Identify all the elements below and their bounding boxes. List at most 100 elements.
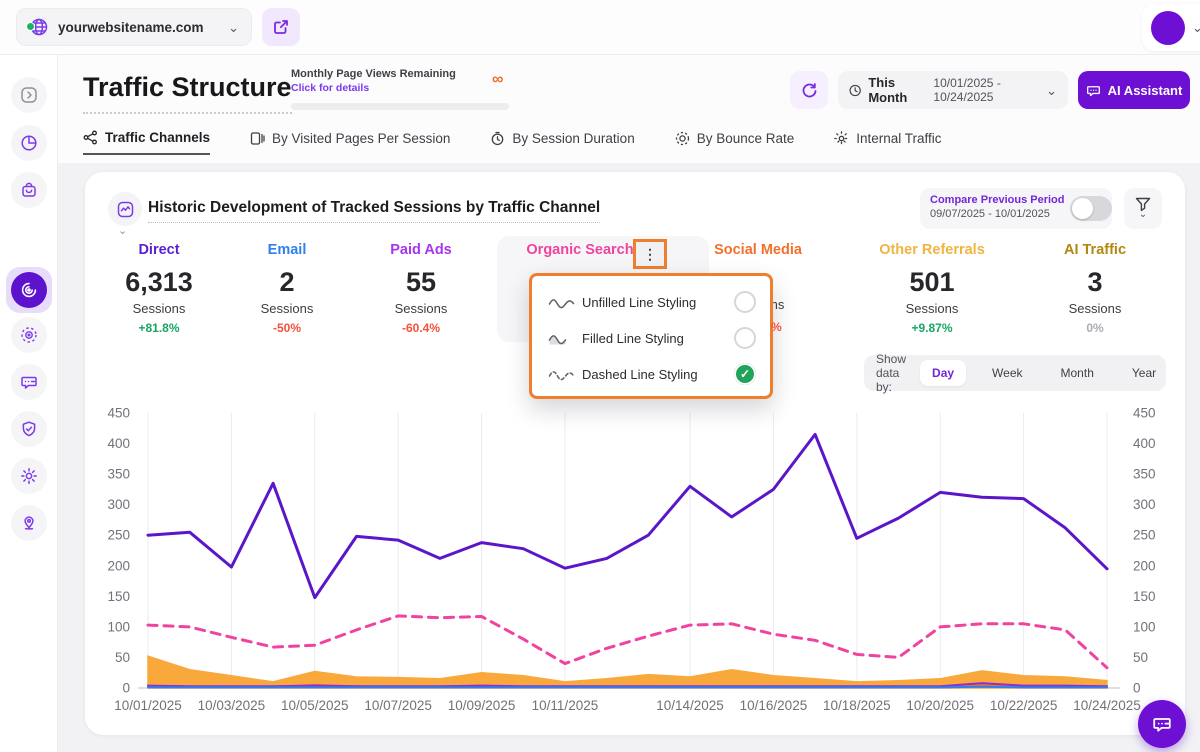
menu-item-dashed-line[interactable]: Dashed Line Styling ✓ (532, 356, 770, 392)
ai-assistant-button[interactable]: AI Assistant (1078, 71, 1190, 109)
traffic-chart-container[interactable]: 450 450 400 400 350 350 300 300 250 250 200 200 150 1… (90, 400, 1165, 720)
granularity-week[interactable]: Week (992, 366, 1023, 380)
gear-icon (21, 468, 37, 484)
shopping-bag-icon (22, 182, 36, 197)
filter-button[interactable]: ⌄ (1124, 188, 1162, 229)
refresh-button[interactable] (790, 71, 828, 109)
granularity-month[interactable]: Month (1060, 366, 1094, 380)
channel-change: % (771, 320, 782, 334)
channel-direct[interactable]: Direct 6,313 Sessions +81.8% (74, 242, 244, 335)
sidebar-item-security[interactable] (11, 411, 47, 447)
sidebar-collapse-button[interactable] (11, 77, 47, 113)
channel-organic-search[interactable]: Organic Search (495, 242, 665, 258)
menu-item-filled-line[interactable]: Filled Line Styling (532, 320, 770, 356)
granularity-year[interactable]: Year (1131, 366, 1157, 380)
channel-label: Email (267, 242, 307, 258)
focus-lens-icon (21, 327, 37, 343)
tab-visited-pages[interactable]: By Visited Pages Per Session (250, 131, 450, 154)
avatar (1151, 10, 1185, 45)
channel-sessions-value: 2 (279, 267, 295, 297)
channel-ai-traffic[interactable]: AI Traffic 3 Sessions 0% (1010, 242, 1180, 335)
granularity-day[interactable]: Day (920, 360, 967, 386)
tab-traffic-channels[interactable]: Traffic Channels (83, 130, 211, 155)
ai-chat-icon (1086, 85, 1100, 96)
sidebar-item-feedback[interactable] (11, 364, 47, 400)
svg-text:10/05/2025: 10/05/2025 (281, 698, 349, 713)
svg-text:350: 350 (107, 467, 130, 482)
status-dot (26, 22, 35, 31)
pages-icon (250, 131, 265, 145)
menu-item-label: Dashed Line Styling (582, 366, 698, 382)
channel-label: Paid Ads (390, 242, 452, 258)
tab-session-duration[interactable]: By Session Duration (490, 130, 635, 154)
sidebar-item-dashboard[interactable] (11, 125, 47, 161)
content-area: ⌄ Historic Development of Tracked Sessio… (58, 163, 1200, 752)
channel-sessions-unit: Sessions (260, 301, 314, 316)
dashed-line-icon (548, 367, 576, 381)
channel-label: Other Referrals (879, 242, 985, 258)
chart-type-button[interactable] (108, 192, 142, 226)
channel-other-referrals[interactable]: Other Referrals 501 Sessions +9.87% (847, 242, 1017, 335)
toggle-knob (1072, 198, 1093, 219)
channel-sessions-unit: Sessions (394, 301, 448, 316)
radar-icon (21, 282, 37, 298)
svg-text:50: 50 (115, 650, 130, 665)
bounce-target-icon (675, 131, 689, 145)
support-chat-button[interactable] (1138, 700, 1186, 748)
collapse-icon (21, 87, 37, 103)
channel-change: 0% (1086, 321, 1104, 335)
radio-unselected[interactable] (734, 327, 756, 349)
svg-text:200: 200 (107, 558, 130, 573)
svg-text:450: 450 (107, 406, 130, 421)
internal-traffic-icon (834, 130, 850, 146)
user-menu[interactable]: ⌄ (1142, 4, 1200, 51)
channel-sessions-unit: Sessions (132, 301, 186, 316)
tab-label: By Visited Pages Per Session (272, 130, 451, 146)
sidebar-item-store[interactable] (11, 172, 47, 208)
channel-sessions-value: 55 (405, 267, 437, 297)
radio-selected[interactable]: ✓ (734, 363, 756, 385)
sidebar-item-locations[interactable] (11, 505, 47, 541)
sidebar-item-recordings[interactable] (11, 317, 47, 353)
page-title: Traffic Structure (83, 72, 292, 114)
svg-text:10/16/2025: 10/16/2025 (740, 698, 808, 713)
unfilled-line-icon (548, 295, 576, 309)
svg-text:450: 450 (1133, 406, 1156, 421)
svg-text:150: 150 (107, 589, 130, 604)
show-data-by-control: Show data by: Day Week Month Year (864, 352, 1166, 394)
svg-text:100: 100 (1133, 619, 1156, 634)
svg-text:10/18/2025: 10/18/2025 (823, 698, 891, 713)
svg-text:10/01/2025: 10/01/2025 (114, 698, 182, 713)
svg-text:0: 0 (122, 681, 130, 696)
tab-bounce-rate[interactable]: By Bounce Rate (675, 131, 794, 154)
svg-text:10/24/2025: 10/24/2025 (1073, 698, 1141, 713)
organic-search-kebab-button[interactable]: ⋮ (633, 239, 667, 269)
svg-text:10/07/2025: 10/07/2025 (364, 698, 432, 713)
compare-toggle[interactable] (1070, 196, 1112, 221)
channel-change: -50% (272, 321, 301, 335)
svg-text:250: 250 (107, 528, 130, 543)
date-range-selector[interactable]: This Month 10/01/2025 - 10/24/2025 ⌄ (838, 71, 1068, 109)
sidebar-item-traffic-active[interactable] (6, 267, 52, 313)
tab-label: By Session Duration (512, 130, 635, 146)
tab-label: Internal Traffic (856, 130, 942, 146)
channel-paid-ads[interactable]: Paid Ads 55 Sessions -60.4% (336, 242, 506, 335)
tab-internal-traffic[interactable]: Internal Traffic (834, 130, 942, 154)
website-selector[interactable]: yourwebsitename.com ⌄ (16, 8, 252, 46)
monthly-details-link[interactable]: Click for details (291, 82, 370, 94)
website-name: yourwebsitename.com (58, 19, 204, 35)
chevron-down-icon: ⌄ (1192, 20, 1200, 35)
channel-sessions-value: 6,313 (125, 267, 193, 297)
line-chart-icon (117, 201, 133, 217)
kebab-icon: ⋮ (643, 245, 657, 262)
chevron-down-icon[interactable]: ⌄ (118, 225, 128, 237)
channel-email[interactable]: Email 2 Sessions -50% (202, 242, 372, 335)
traffic-chart: 450 450 400 400 350 350 300 300 250 250 200 200 150 1… (107, 406, 1156, 714)
chevron-down-icon: ⌄ (1138, 209, 1148, 220)
channel-label: Direct (138, 242, 180, 258)
ai-assistant-label: AI Assistant (1107, 82, 1183, 98)
sidebar-item-settings[interactable] (11, 458, 47, 494)
open-website-button[interactable] (262, 8, 300, 46)
menu-item-unfilled-line[interactable]: Unfilled Line Styling (532, 284, 770, 320)
radio-unselected[interactable] (734, 291, 756, 313)
